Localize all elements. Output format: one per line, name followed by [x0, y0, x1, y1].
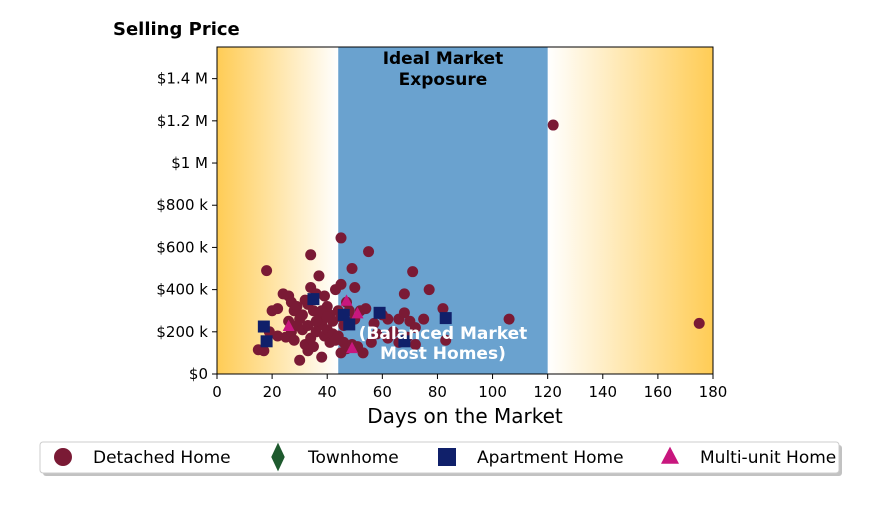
- band-title-line-1: Ideal Market: [383, 49, 504, 69]
- legend-marker-multi-unit-home: [661, 446, 679, 464]
- point-detached-home: [360, 303, 372, 315]
- y-axis-title: Selling Price: [113, 19, 240, 40]
- point-detached-home: [346, 263, 358, 275]
- band-title-line-2: Exposure: [399, 70, 488, 90]
- y-axis: $0 $200 k $400 k $600 k $800 k $1 M $1.2 M $1.4…: [156, 70, 217, 383]
- legend-marker-apartment-home: [438, 448, 456, 466]
- x-tick-label: 40: [318, 383, 337, 401]
- point-apartment-home: [343, 318, 356, 331]
- point-detached-home: [335, 232, 347, 244]
- point-detached-home: [418, 313, 430, 325]
- legend: Detached Home Townhome Apartment Home Multi…: [39, 441, 842, 476]
- point-detached-home: [437, 303, 449, 315]
- point-detached-home: [296, 309, 308, 321]
- point-apartment-home: [260, 335, 273, 348]
- point-detached-home: [261, 265, 273, 277]
- point-detached-home: [409, 322, 421, 334]
- point-multi-unit-home: [346, 341, 359, 354]
- point-detached-home: [368, 317, 380, 329]
- point-apartment-home: [257, 320, 270, 333]
- point-detached-home: [329, 284, 341, 296]
- legend-marker-detached-home: [54, 448, 72, 466]
- point-detached-home: [272, 303, 284, 315]
- legend-label-townhome: Townhome: [307, 448, 399, 468]
- point-apartment-home: [439, 312, 452, 325]
- point-detached-home: [310, 315, 322, 327]
- right-gradient-zone: [547, 47, 713, 374]
- x-tick-label: 160: [644, 383, 673, 401]
- band-subtitle-line-1: (Balanced Market: [359, 324, 528, 344]
- y-tick-label: $1.4 M: [157, 70, 208, 88]
- point-detached-home: [440, 334, 452, 346]
- x-tick-label: 180: [699, 383, 728, 401]
- point-detached-home: [349, 282, 361, 294]
- point-detached-home: [371, 328, 383, 340]
- x-tick-label: 60: [373, 383, 392, 401]
- point-detached-home: [302, 319, 314, 331]
- point-detached-home: [258, 345, 270, 357]
- point-detached-home: [693, 317, 705, 329]
- y-tick-label: $0: [189, 365, 208, 383]
- point-detached-home: [291, 300, 303, 312]
- point-detached-home: [321, 311, 333, 323]
- point-multi-unit-home: [282, 319, 295, 332]
- point-detached-home: [407, 266, 419, 278]
- point-detached-home: [382, 332, 394, 344]
- point-detached-home: [357, 347, 369, 359]
- y-tick-label: $600 k: [156, 238, 208, 256]
- point-detached-home: [409, 338, 421, 350]
- point-apartment-home: [373, 306, 386, 319]
- data-points: [252, 119, 705, 366]
- y-tick-label: $1.2 M: [157, 112, 208, 130]
- point-apartment-home: [307, 293, 320, 306]
- point-detached-home: [398, 288, 410, 300]
- y-tick-label: $200 k: [156, 323, 208, 341]
- point-apartment-home: [337, 308, 350, 321]
- legend-label-multi-unit-home: Multi-unit Home: [700, 448, 836, 468]
- x-tick-label: 100: [478, 383, 507, 401]
- point-apartment-home: [398, 335, 411, 348]
- legend-marker-townhome: [271, 442, 285, 472]
- point-multi-unit-home: [351, 306, 364, 319]
- point-detached-home: [365, 336, 377, 348]
- plot-frame: [216, 46, 714, 375]
- point-detached-home: [294, 354, 306, 366]
- point-detached-home: [307, 341, 319, 353]
- y-tick-label: $800 k: [156, 196, 208, 214]
- point-detached-home: [316, 351, 328, 363]
- band-subtitle-line-2: Most Homes): [380, 344, 506, 364]
- x-tick-label: 140: [588, 383, 617, 401]
- point-detached-home: [318, 290, 330, 302]
- x-axis-title: Days on the Market: [367, 404, 563, 428]
- y-tick-label: $1 M: [171, 154, 208, 172]
- point-detached-home: [307, 305, 319, 317]
- point-multi-unit-home: [340, 294, 353, 306]
- y-tick-label: $400 k: [156, 281, 208, 299]
- x-tick-label: 0: [212, 383, 222, 401]
- point-detached-home: [305, 249, 317, 261]
- point-detached-home: [547, 119, 559, 131]
- point-detached-home: [423, 284, 435, 296]
- legend-label-detached-home: Detached Home: [93, 448, 231, 468]
- point-detached-home: [398, 307, 410, 319]
- legend-label-apartment-home: Apartment Home: [477, 448, 624, 468]
- x-tick-label: 80: [428, 383, 447, 401]
- point-detached-home: [363, 246, 375, 258]
- x-axis: 0 20 40 60 80 100 120 140 160 180: [212, 374, 727, 401]
- x-tick-label: 20: [263, 383, 282, 401]
- x-tick-label: 120: [533, 383, 562, 401]
- point-detached-home: [272, 330, 284, 342]
- point-detached-home: [288, 334, 300, 346]
- point-detached-home: [313, 270, 325, 282]
- point-detached-home: [503, 313, 515, 325]
